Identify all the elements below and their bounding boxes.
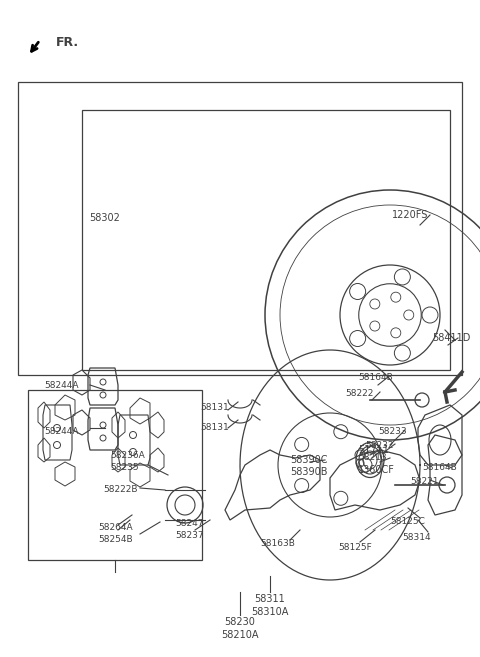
Text: 58244A: 58244A (44, 428, 79, 436)
Text: 58222: 58222 (345, 388, 373, 397)
Circle shape (439, 477, 455, 493)
Text: 58310A: 58310A (252, 607, 288, 617)
Text: 51711: 51711 (358, 445, 389, 455)
Text: 58244A: 58244A (44, 380, 79, 390)
Text: 58221: 58221 (410, 478, 439, 486)
Text: 58247: 58247 (175, 518, 204, 528)
Text: 58411D: 58411D (432, 333, 470, 343)
Bar (82, 110, 450, 370)
Text: 58302: 58302 (90, 213, 120, 223)
Text: 58131: 58131 (200, 424, 229, 432)
Text: 58232: 58232 (365, 440, 394, 449)
Text: 58235: 58235 (110, 463, 139, 472)
Bar (18, 82, 462, 375)
Text: 58213: 58213 (358, 453, 386, 463)
Text: 58222B: 58222B (103, 484, 137, 493)
Bar (28, 390, 202, 560)
Text: 1220FS: 1220FS (392, 210, 428, 220)
Text: 1360CF: 1360CF (358, 465, 395, 475)
Text: 58164B: 58164B (422, 463, 457, 472)
Text: 58230: 58230 (225, 617, 255, 627)
Text: 58390C: 58390C (290, 455, 327, 465)
Text: 58254B: 58254B (98, 535, 132, 545)
Text: 58237: 58237 (175, 530, 204, 539)
Text: 58164B: 58164B (358, 373, 393, 382)
Text: 58131: 58131 (200, 403, 229, 413)
Circle shape (415, 393, 429, 407)
Text: 58311: 58311 (254, 594, 286, 604)
Text: 58125F: 58125F (338, 543, 372, 553)
Text: FR.: FR. (56, 35, 79, 49)
Text: 58233: 58233 (378, 428, 407, 436)
Text: 58163B: 58163B (260, 539, 295, 547)
Text: 58236A: 58236A (110, 451, 145, 461)
Text: 58390B: 58390B (290, 467, 327, 477)
Text: 58125C: 58125C (390, 518, 425, 526)
Text: 58264A: 58264A (98, 524, 132, 533)
Text: 58210A: 58210A (221, 630, 259, 640)
Text: 58314: 58314 (402, 533, 431, 541)
